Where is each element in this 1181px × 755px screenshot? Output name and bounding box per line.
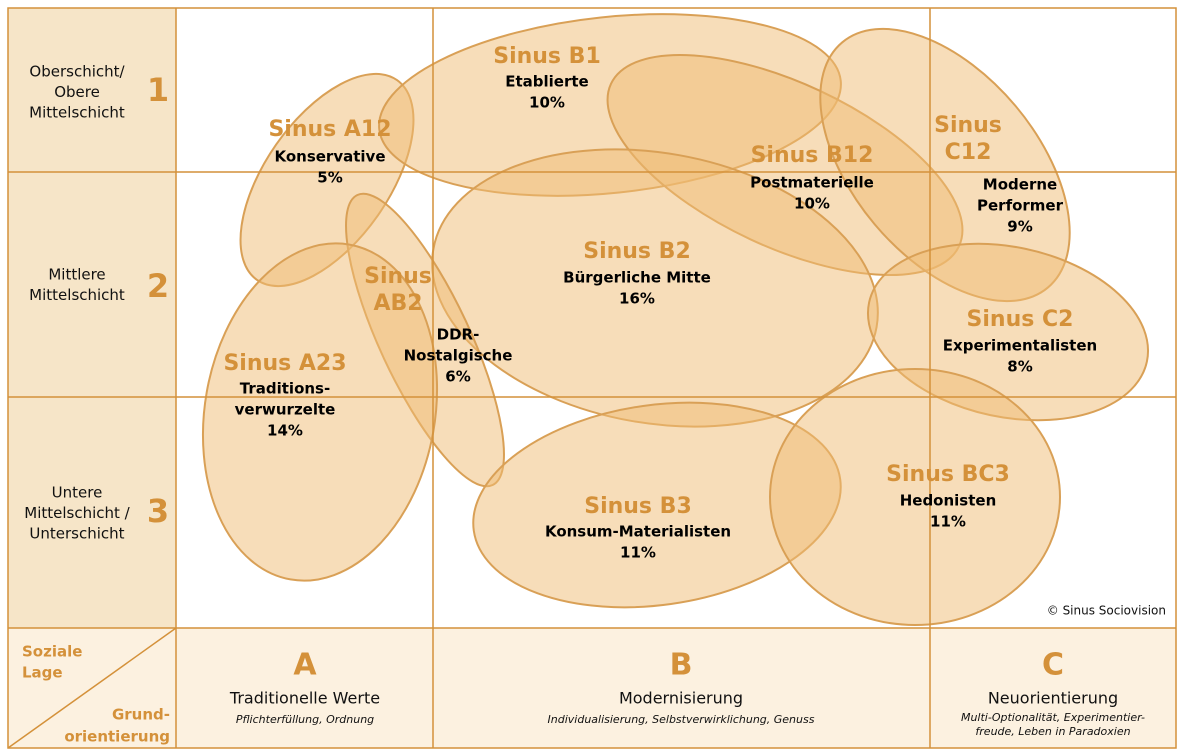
milieu-name: Sinus C2: [967, 307, 1074, 332]
milieu-description: Konsum-Materialisten: [545, 523, 731, 541]
grid: [7, 7, 1177, 749]
column-subtitle: Multi-Optionalität, Experimentier-: [961, 711, 1145, 724]
blob: [769, 368, 1061, 626]
milieu-share: 14%: [267, 422, 303, 440]
column-letter: B: [670, 648, 693, 683]
corner-label: Grund-: [112, 706, 170, 724]
milieu-name: Sinus: [934, 113, 1002, 138]
row-number: 1: [147, 71, 169, 109]
column-subtitle: freude, Leben in Paradoxien: [975, 725, 1130, 738]
milieu-share: 11%: [930, 513, 966, 531]
milieu-share: 10%: [794, 195, 830, 213]
row-label: Mittlere: [48, 266, 105, 284]
milieu-description: Etablierte: [505, 73, 588, 91]
corner-label: Soziale: [22, 643, 82, 661]
corner-diagonal: [7, 627, 177, 749]
row-label: Mittelschicht /: [24, 504, 130, 522]
row-label: Mittelschicht: [29, 104, 125, 122]
milieu-name: Sinus BC3: [886, 462, 1010, 487]
column-title: Traditionelle Werte: [229, 689, 380, 708]
milieu-name: Sinus B1: [493, 44, 601, 69]
row-number: 3: [147, 492, 169, 530]
row-label: Obere: [54, 83, 100, 101]
row-header-bg: [8, 8, 176, 628]
milieu-name: Sinus B12: [751, 143, 874, 168]
copyright: © Sinus Sociovision: [1047, 604, 1166, 618]
border: [7, 7, 1177, 749]
milieu-description: Bürgerliche Mitte: [563, 269, 711, 287]
milieu-name: Sinus B2: [583, 239, 691, 264]
milieu-description: Moderne: [983, 176, 1057, 194]
milieu-share: 5%: [317, 169, 342, 187]
milieu-name: Sinus B3: [584, 494, 692, 519]
milieu-share: 8%: [1007, 358, 1032, 376]
milieu-description: Performer: [977, 197, 1064, 215]
milieu-description: DDR-: [437, 326, 480, 344]
milieu-name: Sinus A23: [223, 351, 346, 376]
milieu-description: Experimentalisten: [943, 337, 1097, 355]
milieu-name: Sinus: [364, 264, 432, 289]
corner-label: orientierung: [64, 728, 170, 746]
milieu-share: 11%: [620, 544, 656, 562]
milieu-description: Postmaterielle: [750, 174, 874, 192]
milieu-share: 16%: [619, 290, 655, 308]
row-label: Mittelschicht: [29, 286, 125, 304]
milieu-description: verwurzelte: [235, 401, 336, 419]
milieu-description: Traditions-: [240, 380, 330, 398]
column-letter: C: [1042, 648, 1064, 683]
milieu-name: Sinus A12: [268, 117, 391, 142]
corner-label: Lage: [22, 664, 63, 682]
milieu-share: 6%: [445, 368, 470, 386]
column-title: Neuorientierung: [988, 689, 1118, 708]
milieu-blobs: [201, 13, 1150, 626]
row-label: Untere: [52, 484, 103, 502]
column-subtitle: Pflichterfüllung, Ordnung: [236, 713, 374, 726]
milieu-description: Konservative: [274, 148, 385, 166]
milieu-name: AB2: [373, 291, 422, 316]
column-title: Modernisierung: [619, 689, 743, 708]
row-label: Unterschicht: [29, 525, 124, 543]
milieu-share: 9%: [1007, 218, 1032, 236]
milieu-name: C12: [945, 140, 992, 165]
milieu-description: Hedonisten: [900, 492, 997, 510]
row-label: Oberschicht/: [29, 63, 125, 81]
row-number: 2: [147, 267, 169, 305]
milieu-description: Nostalgische: [404, 347, 513, 365]
milieu-share: 10%: [529, 94, 565, 112]
column-subtitle: Individualisierung, Selbstverwirklichung…: [548, 713, 815, 726]
column-letter: A: [293, 648, 317, 683]
column-header-bg: [8, 628, 1176, 748]
